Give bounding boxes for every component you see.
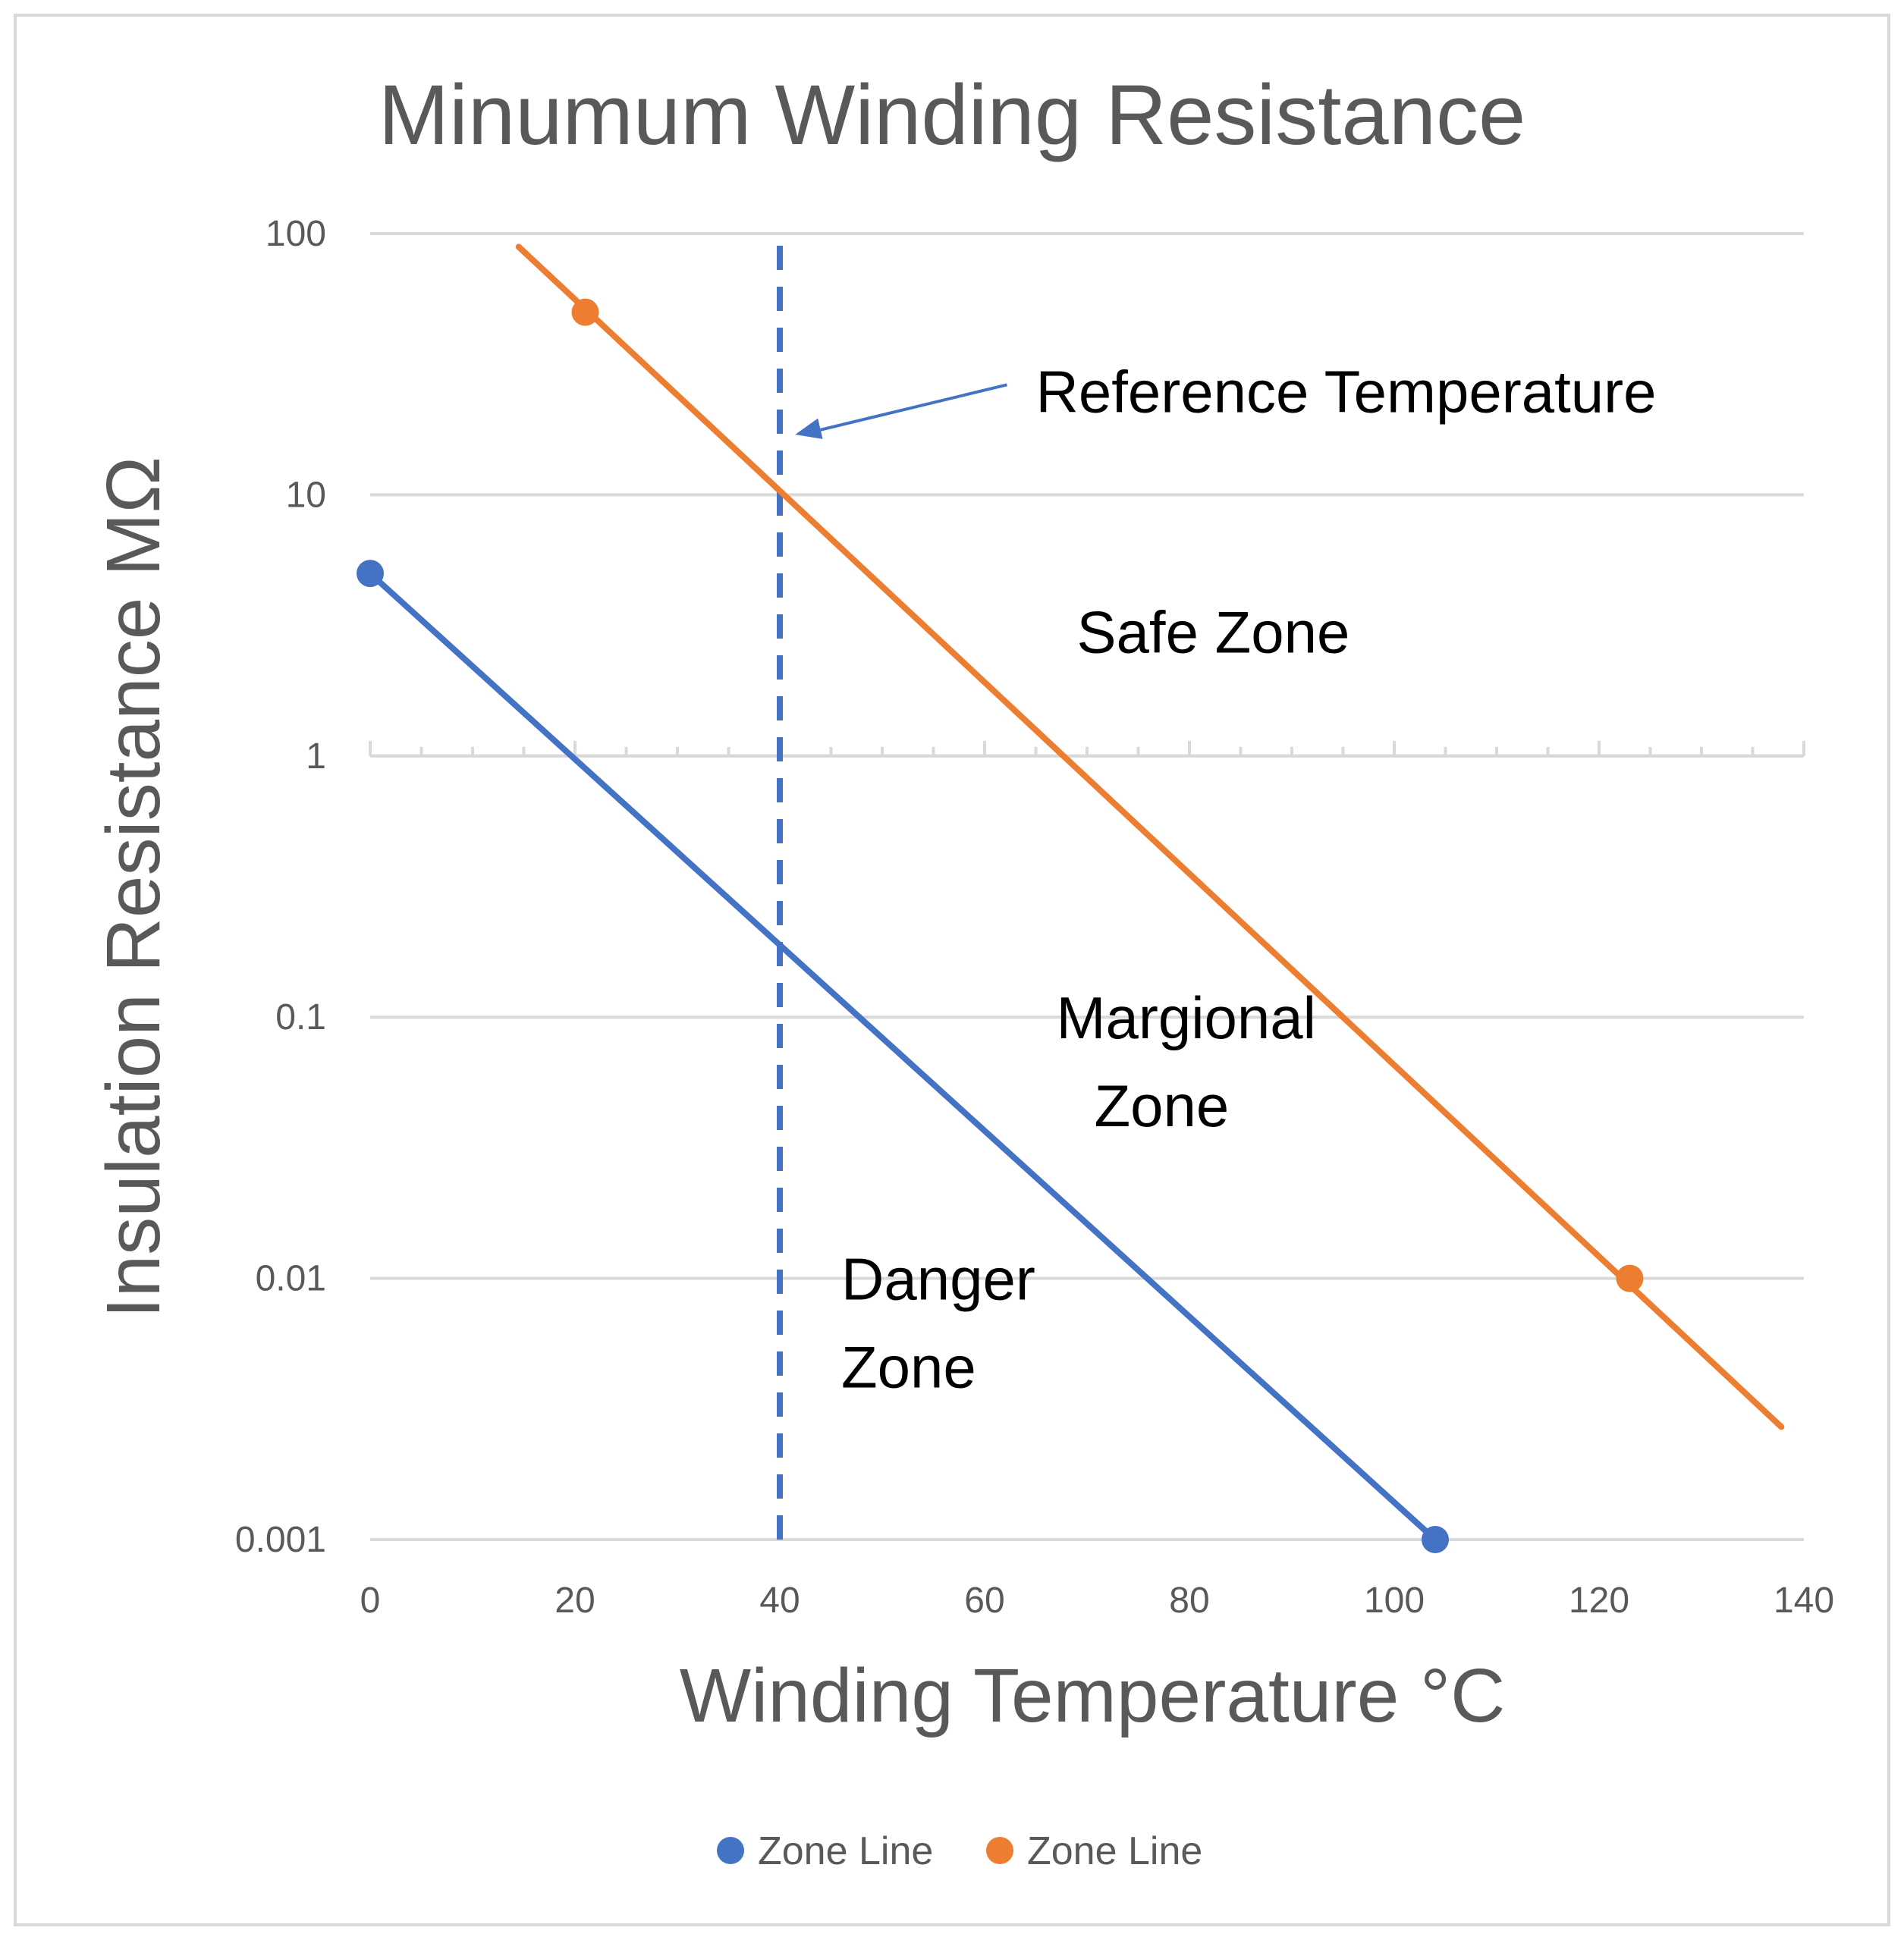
reference-arrow-shaft	[812, 383, 1007, 433]
annotation-safe: Safe Zone	[1077, 598, 1350, 665]
y-tick-label: 100	[265, 214, 326, 254]
legend-marker-2	[986, 1837, 1013, 1864]
x-tick-labels: 0 20 40 60 80 100 120 140	[360, 1581, 1834, 1621]
annotation-layer: Reference Temperature Safe Zone Margional Z…	[795, 358, 1657, 1401]
x-tick-label: 100	[1364, 1581, 1425, 1621]
annotation-margional: Margional	[1057, 984, 1317, 1051]
x-tick-label: 140	[1774, 1581, 1834, 1621]
x-axis-title: Winding Temperature °C	[680, 1653, 1506, 1738]
series-layer	[357, 243, 1785, 1553]
reference-arrow-head	[795, 418, 823, 439]
y-tick-label: 1	[306, 736, 326, 777]
y-tick-label: 0.001	[235, 1520, 326, 1560]
x-tick-label: 80	[1169, 1581, 1209, 1621]
series-line-2	[515, 243, 1785, 1430]
data-point-series-1	[1422, 1526, 1449, 1553]
x-tick-label: 40	[759, 1581, 800, 1621]
y-tick-label: 10	[286, 475, 326, 515]
data-point-series-2	[1616, 1264, 1644, 1292]
legend-marker-1	[717, 1837, 744, 1864]
y-axis-title: Insulation Resistance MΩ	[91, 457, 176, 1318]
annotation-reference: Reference Temperature	[1036, 358, 1657, 425]
x-tick-label: 60	[964, 1581, 1004, 1621]
y-tick-label: 0.01	[256, 1259, 326, 1299]
annotation-danger: Zone	[841, 1334, 976, 1401]
annotation-danger: Danger	[841, 1246, 1035, 1313]
chart-title: Minumum Winding Resistance	[379, 67, 1526, 162]
data-point-series-1	[357, 560, 384, 588]
annotation-margional: Zone	[1095, 1072, 1230, 1139]
y-tick-labels: 100 10 1 0.1 0.01 0.001	[235, 214, 326, 1560]
legend-label-1: Zone Line	[758, 1829, 933, 1873]
data-point-series-2	[571, 298, 599, 326]
x-tick-label: 0	[360, 1581, 381, 1621]
x-tick-label: 20	[555, 1581, 595, 1621]
legend-label-2: Zone Line	[1027, 1829, 1202, 1873]
chart-frame	[14, 14, 1890, 1926]
grid-layer	[369, 232, 1805, 1541]
legend: Zone Line Zone Line	[717, 1829, 1202, 1873]
x-tick-label: 120	[1569, 1581, 1629, 1621]
y-tick-label: 0.1	[275, 997, 326, 1037]
series-line-1	[367, 570, 1438, 1543]
